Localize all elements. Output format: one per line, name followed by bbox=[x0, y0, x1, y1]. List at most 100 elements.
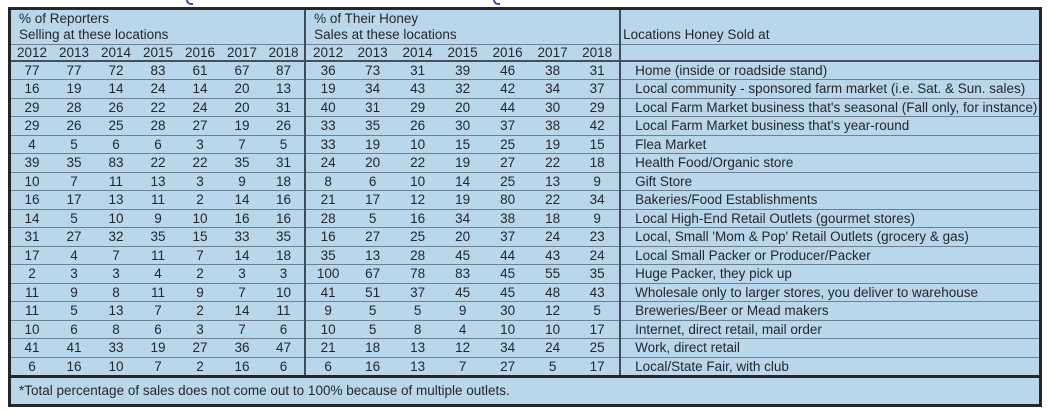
table-header: % of Reporters Selling at these location… bbox=[11, 10, 1039, 62]
location-label: Local Small Packer or Producer/Packer bbox=[620, 246, 1039, 266]
cut-off-text-fragment bbox=[186, 0, 193, 5]
table-row: 6 16 10 7 2 16 6 6 16 13 7 27 5 17 Local/State Fair, w… bbox=[11, 357, 1039, 377]
reporters-pct-cell: 6 bbox=[263, 320, 307, 340]
year-header-sales-2018: 2018 bbox=[575, 44, 622, 62]
reporters-pct-cell: 5 bbox=[53, 301, 95, 321]
reporters-pct-cell: 6 bbox=[95, 135, 137, 155]
group-header-row: % of Reporters Selling at these location… bbox=[11, 10, 1039, 45]
year-header-reporters-2013: 2013 bbox=[53, 44, 95, 62]
reporters-pct-cell: 3 bbox=[221, 264, 263, 284]
reporters-pct-cell: 4 bbox=[53, 246, 95, 266]
sales-pct-cell: 35 bbox=[575, 264, 622, 284]
reporters-pct-cell: 9 bbox=[137, 209, 179, 229]
reporters-pct-cell: 33 bbox=[95, 338, 137, 358]
sales-pct-cell: 40 bbox=[305, 98, 351, 118]
reporters-pct-cell: 7 bbox=[179, 246, 221, 266]
reporters-pct-cell: 9 bbox=[221, 172, 263, 192]
table-row: 41 41 33 19 27 36 47 21 18 13 12 34 24 25 Work, direct… bbox=[11, 338, 1039, 358]
reporters-pct-cell: 22 bbox=[137, 98, 179, 118]
reporters-pct-cell: 26 bbox=[53, 116, 95, 136]
reporters-pct-cell: 6 bbox=[263, 357, 307, 377]
sales-pct-cell: 51 bbox=[350, 283, 396, 303]
sales-pct-cell: 25 bbox=[575, 338, 622, 358]
sales-pct-cell: 22 bbox=[530, 190, 576, 210]
reporters-pct-cell: 13 bbox=[263, 79, 307, 99]
table-row: 16 17 13 11 2 14 16 21 17 12 19 80 22 34 Bakeries/Food… bbox=[11, 190, 1039, 210]
reporters-pct-cell: 7 bbox=[221, 283, 263, 303]
reporters-pct-cell: 10 bbox=[11, 172, 53, 192]
sales-pct-cell: 19 bbox=[305, 79, 351, 99]
sales-pct-cell: 13 bbox=[395, 338, 441, 358]
reporters-group-header: % of Reporters Selling at these location… bbox=[11, 10, 307, 45]
sales-pct-cell: 12 bbox=[440, 338, 486, 358]
year-header-reporters-2016: 2016 bbox=[179, 44, 221, 62]
reporters-pct-cell: 27 bbox=[179, 338, 221, 358]
year-header-reporters-2014: 2014 bbox=[95, 44, 137, 62]
location-label: Health Food/Organic store bbox=[620, 153, 1039, 173]
location-label: Internet, direct retail, mail order bbox=[620, 320, 1039, 340]
location-label: Local High-End Retail Outlets (gourmet s… bbox=[620, 209, 1039, 229]
reporters-pct-cell: 16 bbox=[11, 190, 53, 210]
table-row: 29 28 26 22 24 20 31 40 31 29 20 44 30 29 Local Farm M… bbox=[11, 98, 1039, 118]
reporters-pct-cell: 9 bbox=[53, 283, 95, 303]
reporters-pct-cell: 24 bbox=[137, 79, 179, 99]
sales-header-line2: Sales at these locations bbox=[314, 27, 457, 42]
reporters-pct-cell: 19 bbox=[221, 116, 263, 136]
sales-pct-cell: 35 bbox=[305, 246, 351, 266]
reporters-pct-cell: 8 bbox=[95, 320, 137, 340]
reporters-pct-cell: 11 bbox=[137, 190, 179, 210]
reporters-pct-cell: 7 bbox=[137, 357, 179, 377]
footnote-row: *Total percentage of sales does not come… bbox=[11, 374, 1039, 404]
reporters-pct-cell: 10 bbox=[95, 357, 137, 377]
reporters-pct-cell: 35 bbox=[137, 227, 179, 247]
table-row: 2 3 3 4 2 3 3 100 67 78 83 45 55 35 Huge Packer, they … bbox=[11, 264, 1039, 284]
sales-pct-cell: 27 bbox=[485, 357, 531, 377]
reporters-pct-cell: 13 bbox=[95, 301, 137, 321]
sales-pct-cell: 46 bbox=[485, 61, 531, 81]
sales-pct-cell: 10 bbox=[305, 320, 351, 340]
sales-pct-cell: 43 bbox=[530, 246, 576, 266]
sales-pct-cell: 33 bbox=[305, 116, 351, 136]
sales-pct-cell: 8 bbox=[305, 172, 351, 192]
sales-pct-cell: 30 bbox=[440, 116, 486, 136]
reporters-pct-cell: 11 bbox=[11, 301, 53, 321]
reporters-pct-cell: 26 bbox=[95, 98, 137, 118]
years-header-row: 2012 2013 2014 2015 2016 2017 2018 2012 2013 2014… bbox=[11, 44, 1039, 62]
sales-pct-cell: 25 bbox=[485, 172, 531, 192]
sales-pct-cell: 25 bbox=[395, 227, 441, 247]
reporters-pct-cell: 41 bbox=[11, 338, 53, 358]
reporters-pct-cell: 4 bbox=[137, 264, 179, 284]
sales-pct-cell: 12 bbox=[395, 190, 441, 210]
sales-pct-cell: 16 bbox=[350, 357, 396, 377]
sales-pct-cell: 10 bbox=[395, 135, 441, 155]
year-header-reporters-2017: 2017 bbox=[221, 44, 263, 62]
reporters-pct-cell: 7 bbox=[95, 246, 137, 266]
location-label: Local Farm Market business that's season… bbox=[620, 98, 1039, 118]
sales-pct-cell: 10 bbox=[530, 320, 576, 340]
reporters-pct-cell: 32 bbox=[95, 227, 137, 247]
sales-pct-cell: 73 bbox=[350, 61, 396, 81]
sales-pct-cell: 55 bbox=[530, 264, 576, 284]
sales-pct-cell: 33 bbox=[305, 135, 351, 155]
sales-pct-cell: 44 bbox=[485, 98, 531, 118]
sales-pct-cell: 30 bbox=[530, 98, 576, 118]
sales-pct-cell: 39 bbox=[440, 61, 486, 81]
reporters-pct-cell: 3 bbox=[179, 172, 221, 192]
sales-pct-cell: 34 bbox=[575, 190, 622, 210]
reporters-pct-cell: 15 bbox=[179, 227, 221, 247]
reporters-pct-cell: 10 bbox=[263, 283, 307, 303]
honey-locations-data-table: % of Reporters Selling at these location… bbox=[11, 10, 1039, 404]
sales-pct-cell: 5 bbox=[530, 357, 576, 377]
sales-pct-cell: 19 bbox=[350, 135, 396, 155]
reporters-pct-cell: 22 bbox=[179, 153, 221, 173]
location-label: Local Farm Market business that's year-r… bbox=[620, 116, 1039, 136]
reporters-pct-cell: 10 bbox=[95, 209, 137, 229]
year-header-sales-2014: 2014 bbox=[395, 44, 441, 62]
reporters-pct-cell: 3 bbox=[179, 320, 221, 340]
location-label: Local community - sponsored farm market … bbox=[620, 79, 1039, 99]
sales-pct-cell: 16 bbox=[305, 227, 351, 247]
reporters-pct-cell: 26 bbox=[263, 116, 307, 136]
reporters-pct-cell: 3 bbox=[53, 264, 95, 284]
sales-pct-cell: 9 bbox=[575, 209, 622, 229]
reporters-pct-cell: 4 bbox=[11, 135, 53, 155]
